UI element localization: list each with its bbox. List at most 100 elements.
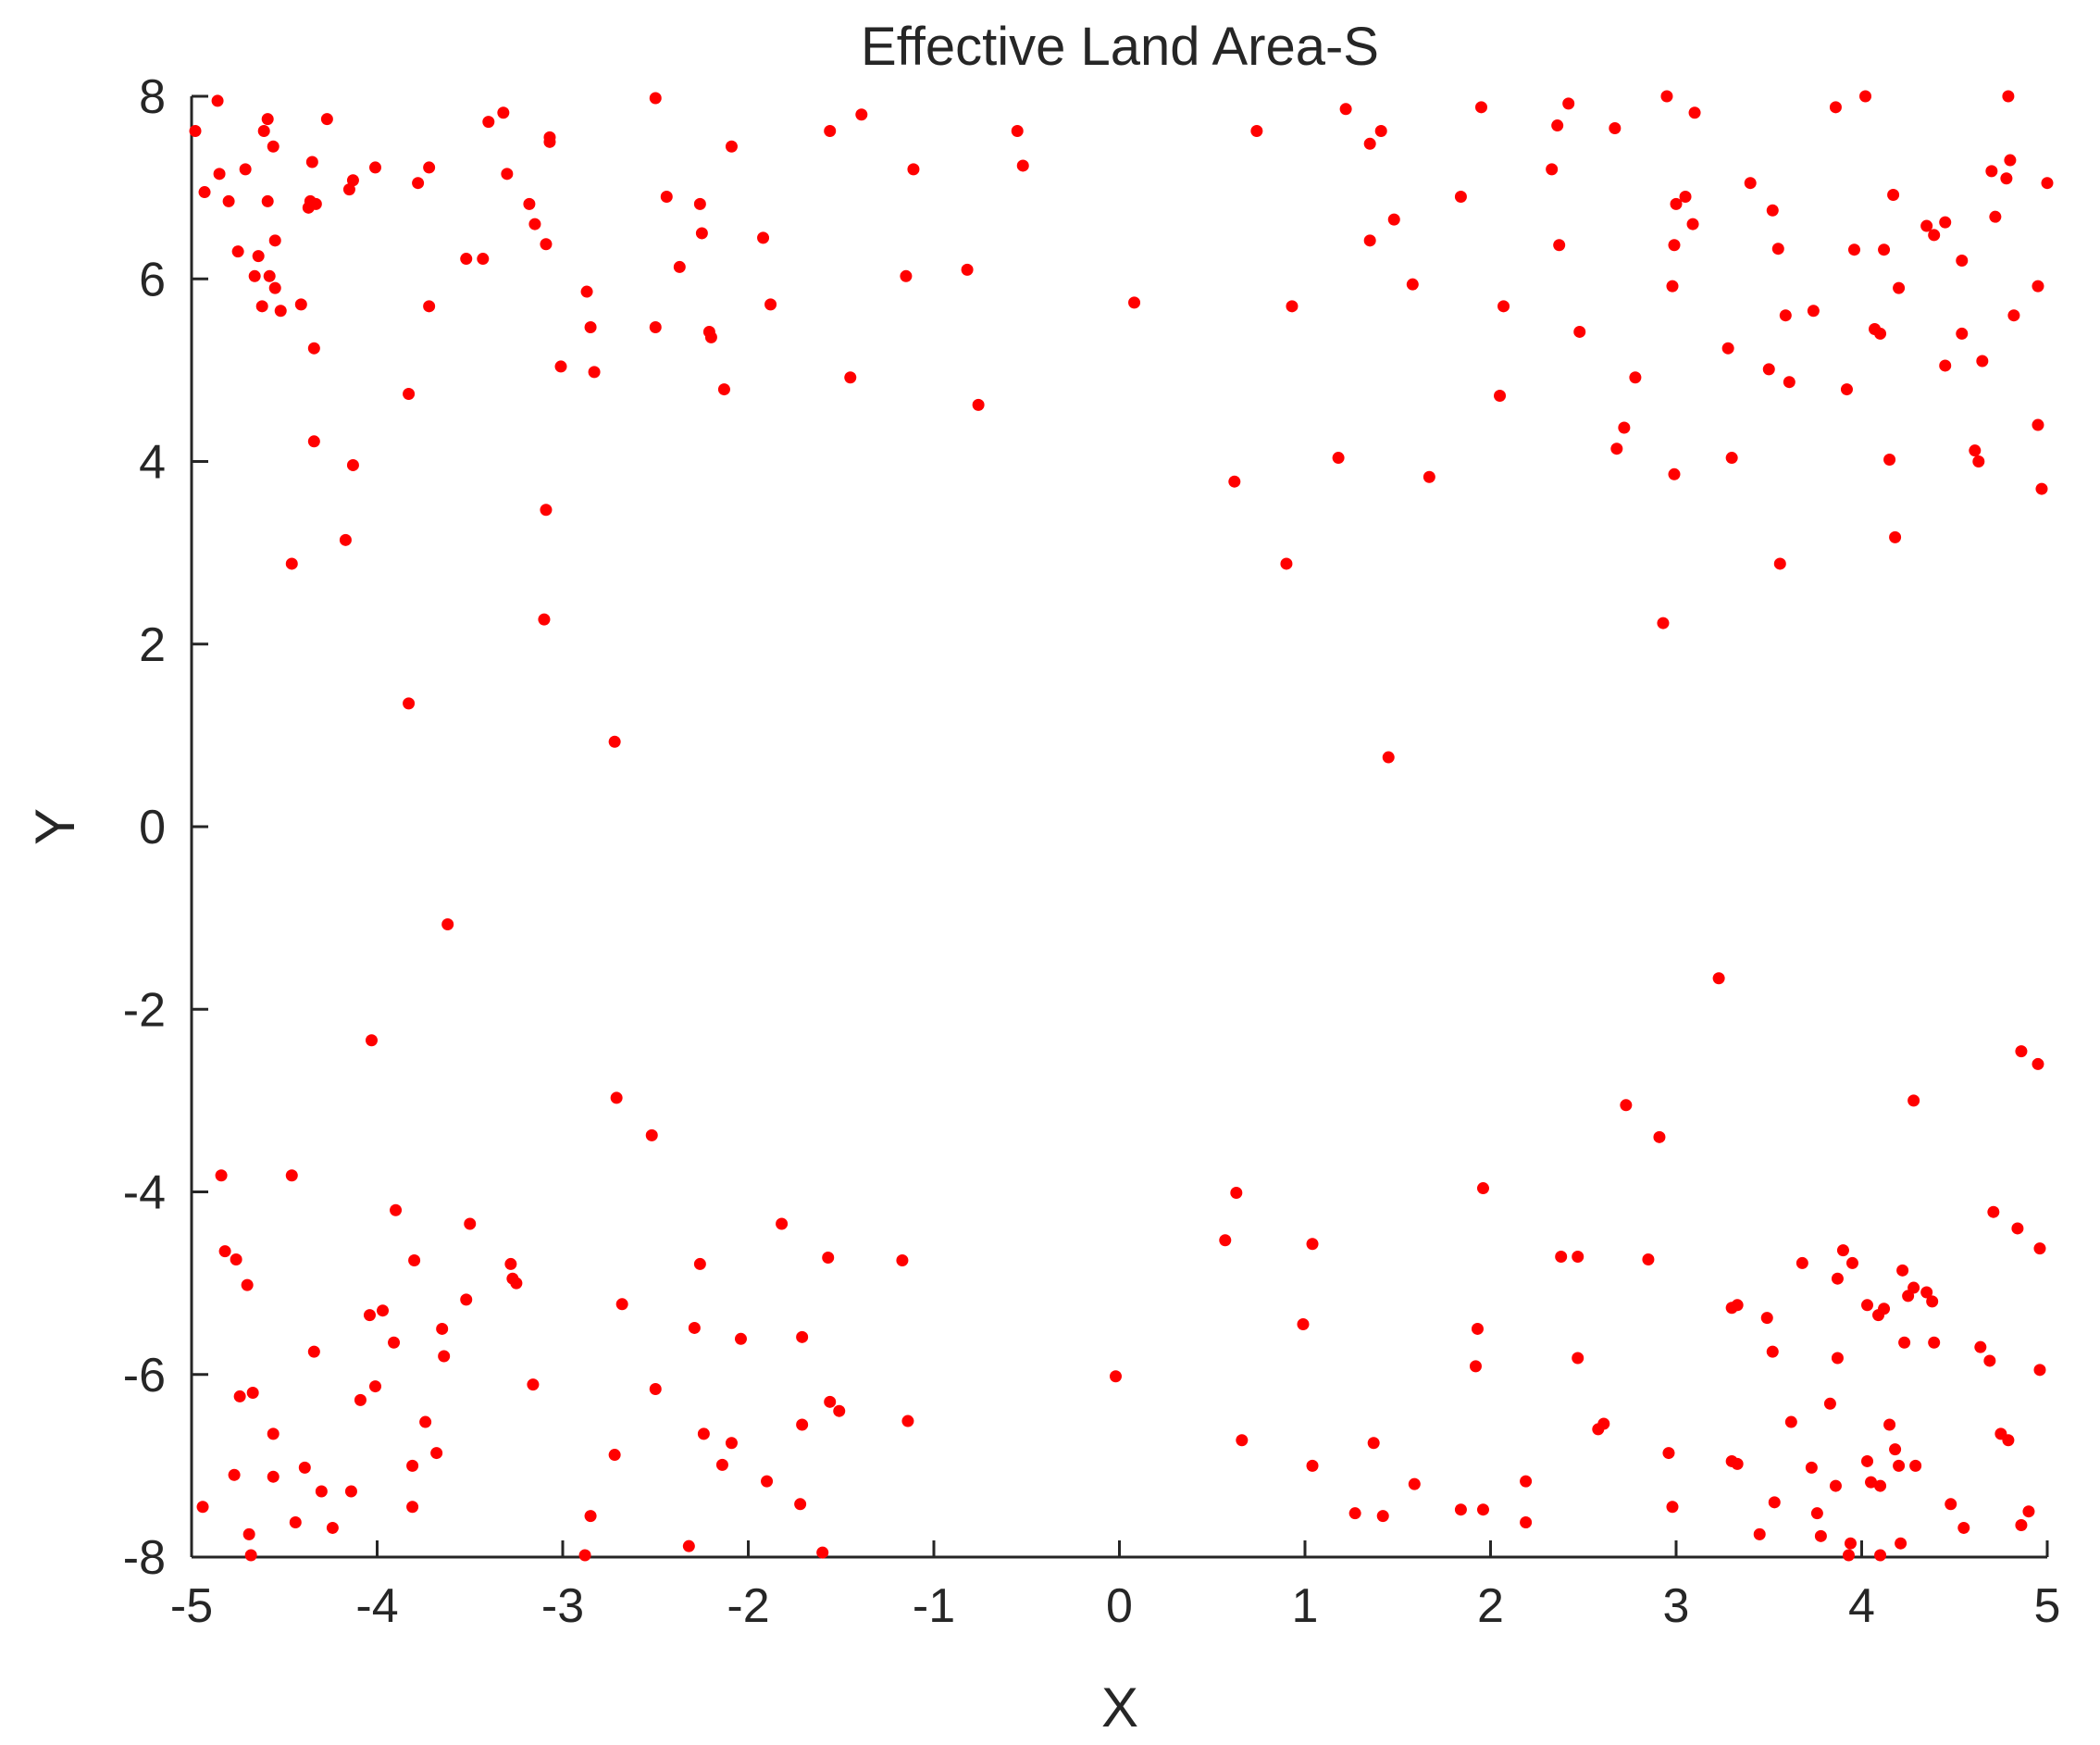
data-point bbox=[1779, 309, 1792, 322]
data-point bbox=[1011, 124, 1024, 137]
data-point bbox=[1842, 1549, 1855, 1562]
data-point bbox=[538, 613, 551, 626]
data-point bbox=[2007, 309, 2020, 322]
data-point bbox=[1306, 1238, 1319, 1251]
data-point bbox=[504, 1257, 517, 1270]
data-point bbox=[972, 398, 985, 411]
data-point bbox=[406, 1459, 419, 1472]
data-point bbox=[344, 1485, 357, 1498]
data-point bbox=[1893, 1459, 1906, 1472]
data-point bbox=[907, 163, 920, 176]
data-point bbox=[408, 1253, 421, 1266]
data-point bbox=[326, 1521, 339, 1534]
data-point bbox=[189, 124, 202, 137]
y-tick-label: 0 bbox=[139, 801, 166, 854]
data-point bbox=[822, 1252, 835, 1265]
data-point bbox=[1339, 103, 1352, 116]
data-point bbox=[388, 1336, 401, 1349]
data-point bbox=[2022, 1505, 2035, 1518]
data-point bbox=[2011, 1222, 2024, 1235]
data-point bbox=[1771, 243, 1784, 256]
data-point bbox=[764, 298, 777, 311]
data-point bbox=[1476, 1182, 1489, 1195]
data-point bbox=[368, 161, 381, 174]
data-point bbox=[1666, 1501, 1679, 1514]
data-point bbox=[222, 194, 235, 207]
data-point bbox=[1494, 389, 1507, 402]
data-point bbox=[901, 1415, 914, 1427]
data-point bbox=[2002, 90, 2015, 103]
data-point bbox=[196, 1501, 209, 1514]
data-point bbox=[1573, 325, 1586, 338]
data-point bbox=[649, 321, 662, 334]
data-point bbox=[1796, 1256, 1808, 1269]
data-point bbox=[363, 1309, 376, 1322]
data-point bbox=[580, 285, 593, 298]
data-point bbox=[252, 250, 265, 263]
data-point bbox=[1928, 229, 1941, 242]
scatter-points bbox=[189, 90, 2054, 1562]
data-point bbox=[1889, 1443, 1902, 1456]
data-point bbox=[543, 131, 556, 143]
data-point bbox=[1474, 101, 1487, 114]
data-point bbox=[2015, 1518, 2028, 1531]
data-point bbox=[673, 260, 686, 273]
data-point bbox=[497, 106, 510, 119]
data-point bbox=[228, 1468, 241, 1481]
data-point bbox=[900, 269, 913, 282]
y-tick-label: -4 bbox=[123, 1166, 166, 1220]
data-point bbox=[961, 263, 974, 276]
x-axis-ticks: -5 -4 -3 -2 -1 0 1 2 3 4 5 bbox=[170, 1540, 2060, 1633]
data-point bbox=[1679, 190, 1692, 203]
data-point bbox=[1878, 1303, 1891, 1315]
data-point bbox=[1972, 455, 1985, 467]
data-point bbox=[1332, 452, 1345, 465]
data-point bbox=[2000, 172, 2013, 185]
data-point bbox=[285, 1169, 298, 1182]
data-point bbox=[1306, 1459, 1319, 1472]
data-point bbox=[1731, 1457, 1744, 1470]
data-point bbox=[1985, 165, 1998, 178]
data-point bbox=[824, 124, 837, 137]
data-point bbox=[1618, 421, 1631, 434]
data-point bbox=[268, 281, 281, 294]
data-point bbox=[717, 383, 730, 396]
data-point bbox=[1686, 218, 1699, 231]
data-point bbox=[230, 1253, 242, 1265]
data-point bbox=[1989, 210, 2002, 223]
data-point bbox=[1889, 530, 1902, 543]
data-point bbox=[540, 504, 553, 517]
data-point bbox=[855, 108, 868, 121]
data-point bbox=[1668, 239, 1681, 252]
data-point bbox=[501, 168, 514, 181]
data-point bbox=[1609, 122, 1622, 135]
data-point bbox=[1829, 101, 1842, 114]
data-point bbox=[693, 197, 706, 210]
data-point bbox=[307, 435, 320, 448]
data-point bbox=[1572, 1352, 1584, 1365]
data-point bbox=[477, 253, 490, 266]
data-point bbox=[315, 1485, 328, 1498]
data-point bbox=[1387, 213, 1400, 226]
data-point bbox=[1109, 1370, 1122, 1383]
data-point bbox=[268, 234, 281, 247]
data-point bbox=[1847, 243, 1860, 256]
data-point bbox=[776, 1217, 789, 1230]
data-point bbox=[1562, 97, 1575, 110]
data-point bbox=[588, 366, 601, 379]
data-point bbox=[261, 113, 274, 126]
data-point bbox=[1363, 137, 1376, 150]
data-point bbox=[1831, 1272, 1844, 1285]
data-point bbox=[1859, 90, 1872, 103]
x-axis-label: X bbox=[1101, 1676, 1138, 1739]
data-point bbox=[2002, 1434, 2015, 1447]
data-point bbox=[1928, 1336, 1941, 1349]
data-point bbox=[213, 168, 226, 181]
data-point bbox=[688, 1321, 701, 1334]
data-point bbox=[261, 194, 274, 207]
data-point bbox=[584, 1510, 597, 1523]
data-point bbox=[697, 1427, 710, 1440]
data-point bbox=[1983, 1354, 1996, 1367]
data-point bbox=[218, 1245, 231, 1258]
